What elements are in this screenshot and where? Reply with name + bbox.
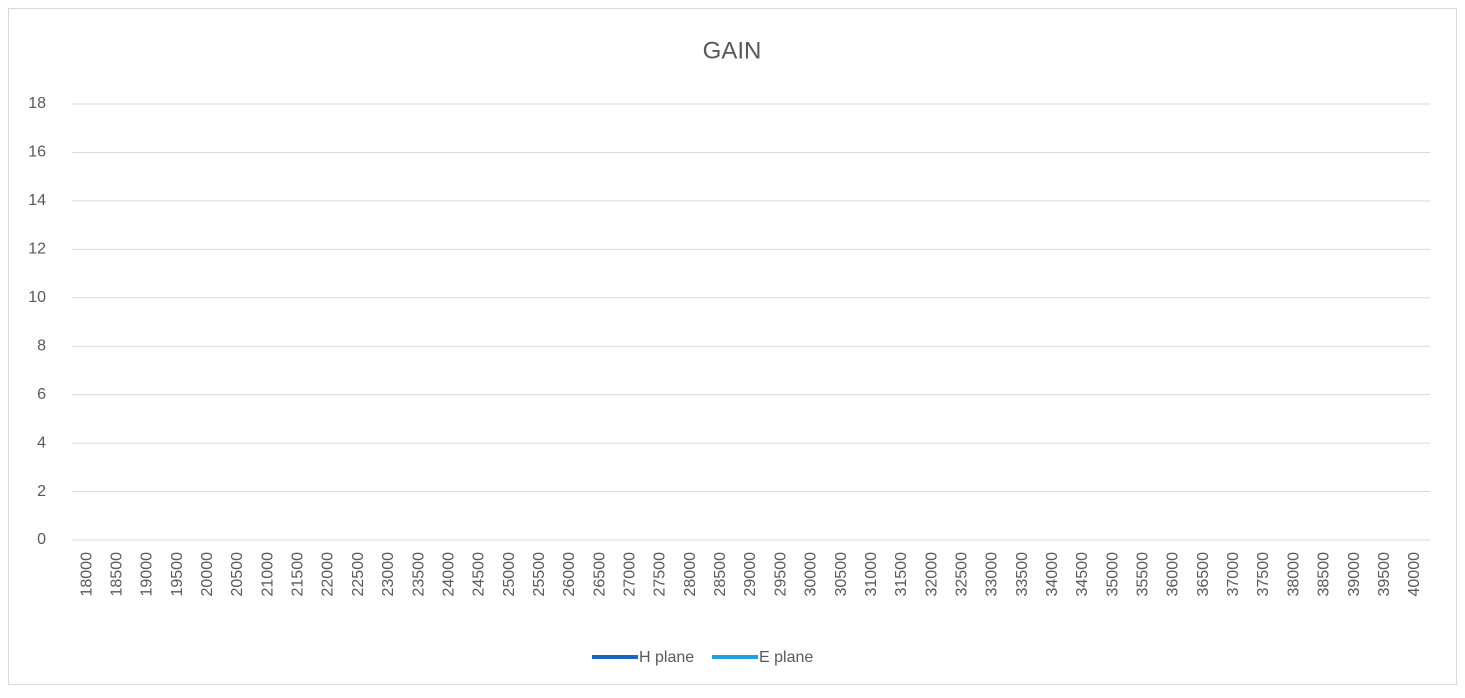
x-tick-label: 25000 (501, 552, 518, 597)
x-tick-label: 27500 (652, 552, 669, 597)
x-tick-label: 38000 (1285, 552, 1302, 597)
x-tick-label: 22000 (320, 552, 337, 597)
x-tick-label: 30000 (803, 552, 820, 597)
x-tick-label: 34000 (1044, 552, 1061, 597)
x-tick-label: 30500 (833, 552, 850, 597)
x-tick-label: 29500 (772, 552, 789, 597)
x-tick-label: 36000 (1165, 552, 1182, 597)
x-tick-label: 20000 (199, 552, 216, 597)
x-tick-label: 32500 (953, 552, 970, 597)
x-tick-label: 31500 (893, 552, 910, 597)
x-tick-label: 37500 (1255, 552, 1272, 597)
x-tick-label: 29000 (742, 552, 759, 597)
y-tick-label: 8 (37, 337, 46, 354)
y-tick-label: 10 (28, 289, 46, 306)
y-tick-label: 4 (37, 434, 46, 451)
legend-label: E plane (759, 649, 813, 666)
y-tick-label: 18 (28, 95, 46, 112)
x-tick-label: 18500 (108, 552, 125, 597)
x-tick-label: 31000 (863, 552, 880, 597)
chart-title: GAIN (703, 37, 762, 64)
x-tick-label: 19000 (139, 552, 156, 597)
x-tick-label: 21500 (290, 552, 307, 597)
x-tick-label: 26500 (591, 552, 608, 597)
x-tick-label: 19500 (169, 552, 186, 597)
legend-label: H plane (639, 649, 694, 666)
y-tick-label: 12 (28, 241, 46, 258)
x-tick-label: 36500 (1195, 552, 1212, 597)
y-tick-label: 14 (28, 192, 46, 209)
x-tick-label: 25500 (531, 552, 548, 597)
x-tick-label: 39500 (1376, 552, 1393, 597)
x-tick-label: 33500 (1014, 552, 1031, 597)
x-tick-label: 23000 (380, 552, 397, 597)
x-tick-label: 32000 (923, 552, 940, 597)
x-tick-label: 35000 (1104, 552, 1121, 597)
y-tick-label: 2 (37, 483, 46, 500)
x-tick-label: 27000 (622, 552, 639, 597)
x-tick-label: 26000 (561, 552, 578, 597)
y-tick-label: 0 (37, 531, 46, 548)
x-tick-label: 35500 (1135, 552, 1152, 597)
x-tick-label: 24500 (471, 552, 488, 597)
x-tick-label: 39000 (1346, 552, 1363, 597)
x-tick-label: 28000 (682, 552, 699, 597)
x-tick-label: 28500 (712, 552, 729, 597)
x-tick-label: 37000 (1225, 552, 1242, 597)
x-tick-label: 23500 (410, 552, 427, 597)
x-tick-label: 33000 (984, 552, 1001, 597)
x-tick-label: 20500 (229, 552, 246, 597)
y-tick-label: 6 (37, 386, 46, 403)
x-tick-label: 40000 (1406, 552, 1423, 597)
y-tick-label: 16 (28, 144, 46, 161)
x-tick-label: 18000 (78, 552, 95, 597)
x-tick-label: 21000 (259, 552, 276, 597)
x-tick-label: 34500 (1074, 552, 1091, 597)
x-tick-label: 24000 (440, 552, 457, 597)
x-tick-label: 22500 (350, 552, 367, 597)
x-tick-label: 38500 (1316, 552, 1333, 597)
